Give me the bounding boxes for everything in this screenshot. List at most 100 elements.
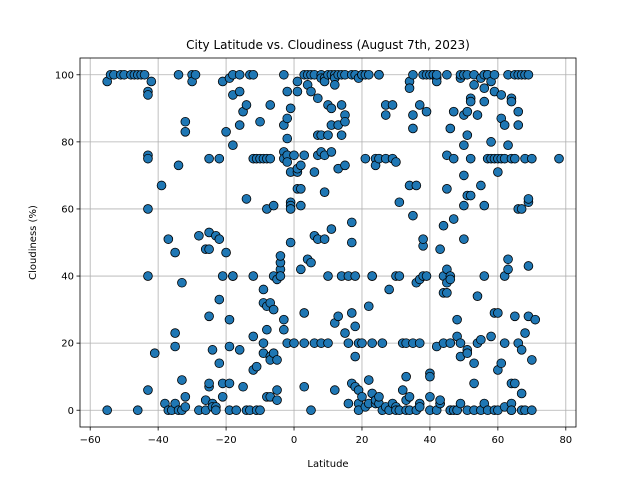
data-point bbox=[408, 69, 418, 80]
data-point bbox=[336, 100, 347, 110]
data-point bbox=[435, 244, 445, 255]
data-point bbox=[357, 392, 367, 402]
data-point bbox=[180, 116, 191, 127]
data-point bbox=[401, 371, 411, 382]
y-tick-label: 60 bbox=[61, 205, 74, 216]
data-point bbox=[282, 157, 293, 167]
x-tick-label: 20 bbox=[356, 435, 369, 446]
data-point bbox=[231, 405, 242, 416]
data-point bbox=[503, 254, 513, 265]
data-point bbox=[530, 314, 541, 325]
data-point bbox=[268, 200, 279, 211]
data-point bbox=[228, 271, 238, 281]
data-point bbox=[143, 385, 153, 395]
data-point bbox=[496, 90, 507, 100]
data-point bbox=[326, 103, 337, 114]
data-point bbox=[510, 378, 520, 389]
data-point bbox=[329, 385, 340, 395]
data-point bbox=[387, 100, 398, 110]
data-point bbox=[285, 103, 296, 114]
data-point bbox=[333, 311, 343, 322]
data-point bbox=[459, 200, 469, 211]
data-point bbox=[554, 153, 564, 164]
data-point bbox=[476, 180, 486, 191]
data-point bbox=[394, 271, 405, 281]
data-point bbox=[527, 355, 537, 365]
data-point bbox=[265, 153, 276, 164]
data-point bbox=[459, 140, 469, 151]
data-point bbox=[448, 106, 459, 117]
data-point bbox=[523, 69, 534, 80]
data-points bbox=[102, 69, 564, 416]
data-point bbox=[374, 69, 384, 80]
data-point bbox=[275, 251, 286, 261]
data-point bbox=[493, 167, 503, 177]
data-point bbox=[486, 137, 496, 147]
data-point bbox=[418, 234, 428, 244]
data-point bbox=[363, 69, 374, 80]
data-point bbox=[265, 100, 276, 110]
data-point bbox=[340, 160, 350, 171]
data-point bbox=[296, 184, 306, 194]
data-point bbox=[363, 375, 374, 385]
data-point bbox=[465, 96, 476, 107]
data-point bbox=[214, 294, 225, 305]
data-point bbox=[292, 76, 303, 87]
data-point bbox=[326, 224, 337, 234]
data-point bbox=[143, 90, 153, 100]
data-point bbox=[329, 80, 340, 90]
data-point bbox=[143, 271, 153, 281]
data-point bbox=[217, 392, 228, 402]
data-point bbox=[163, 234, 174, 244]
data-point bbox=[489, 69, 500, 80]
data-point bbox=[448, 153, 459, 164]
data-point bbox=[238, 381, 248, 392]
data-point bbox=[234, 345, 245, 355]
data-point bbox=[143, 153, 153, 164]
data-point bbox=[350, 321, 360, 332]
data-point bbox=[313, 93, 323, 104]
data-point bbox=[258, 338, 269, 348]
data-point bbox=[394, 197, 405, 208]
data-point bbox=[414, 100, 425, 110]
data-point bbox=[234, 120, 245, 130]
axis-ticks: −60 −40 −20 0 20 40 60 80 0 20 40 60 80 100 bbox=[55, 70, 572, 446]
data-point bbox=[177, 277, 187, 288]
data-point bbox=[442, 184, 452, 194]
data-point bbox=[296, 200, 306, 211]
data-point bbox=[445, 338, 456, 348]
data-point bbox=[279, 314, 289, 325]
data-point bbox=[377, 338, 388, 348]
data-point bbox=[217, 271, 228, 281]
data-point bbox=[292, 86, 303, 97]
x-tick-label: −60 bbox=[80, 435, 101, 446]
data-point bbox=[228, 140, 238, 151]
y-tick-label: 40 bbox=[61, 272, 74, 283]
y-tick-label: 0 bbox=[68, 406, 74, 417]
data-point bbox=[363, 301, 374, 312]
data-point bbox=[190, 69, 201, 80]
data-point bbox=[421, 271, 432, 281]
data-point bbox=[224, 341, 235, 352]
data-point bbox=[445, 274, 456, 285]
data-point bbox=[496, 358, 507, 369]
data-point bbox=[357, 338, 367, 348]
data-point bbox=[282, 113, 293, 124]
data-point bbox=[299, 381, 310, 392]
data-point bbox=[367, 271, 377, 281]
data-point bbox=[516, 388, 527, 399]
data-point bbox=[241, 194, 252, 204]
data-point bbox=[180, 402, 191, 412]
data-point bbox=[486, 331, 496, 342]
data-point bbox=[340, 116, 350, 127]
data-point bbox=[346, 308, 357, 318]
data-point bbox=[272, 395, 282, 405]
data-point bbox=[296, 160, 306, 171]
data-point bbox=[180, 392, 191, 402]
data-point bbox=[326, 147, 337, 157]
plot-frame bbox=[79, 57, 577, 428]
data-point bbox=[510, 311, 520, 322]
data-point bbox=[408, 110, 418, 120]
y-tick-label: 20 bbox=[61, 339, 74, 350]
